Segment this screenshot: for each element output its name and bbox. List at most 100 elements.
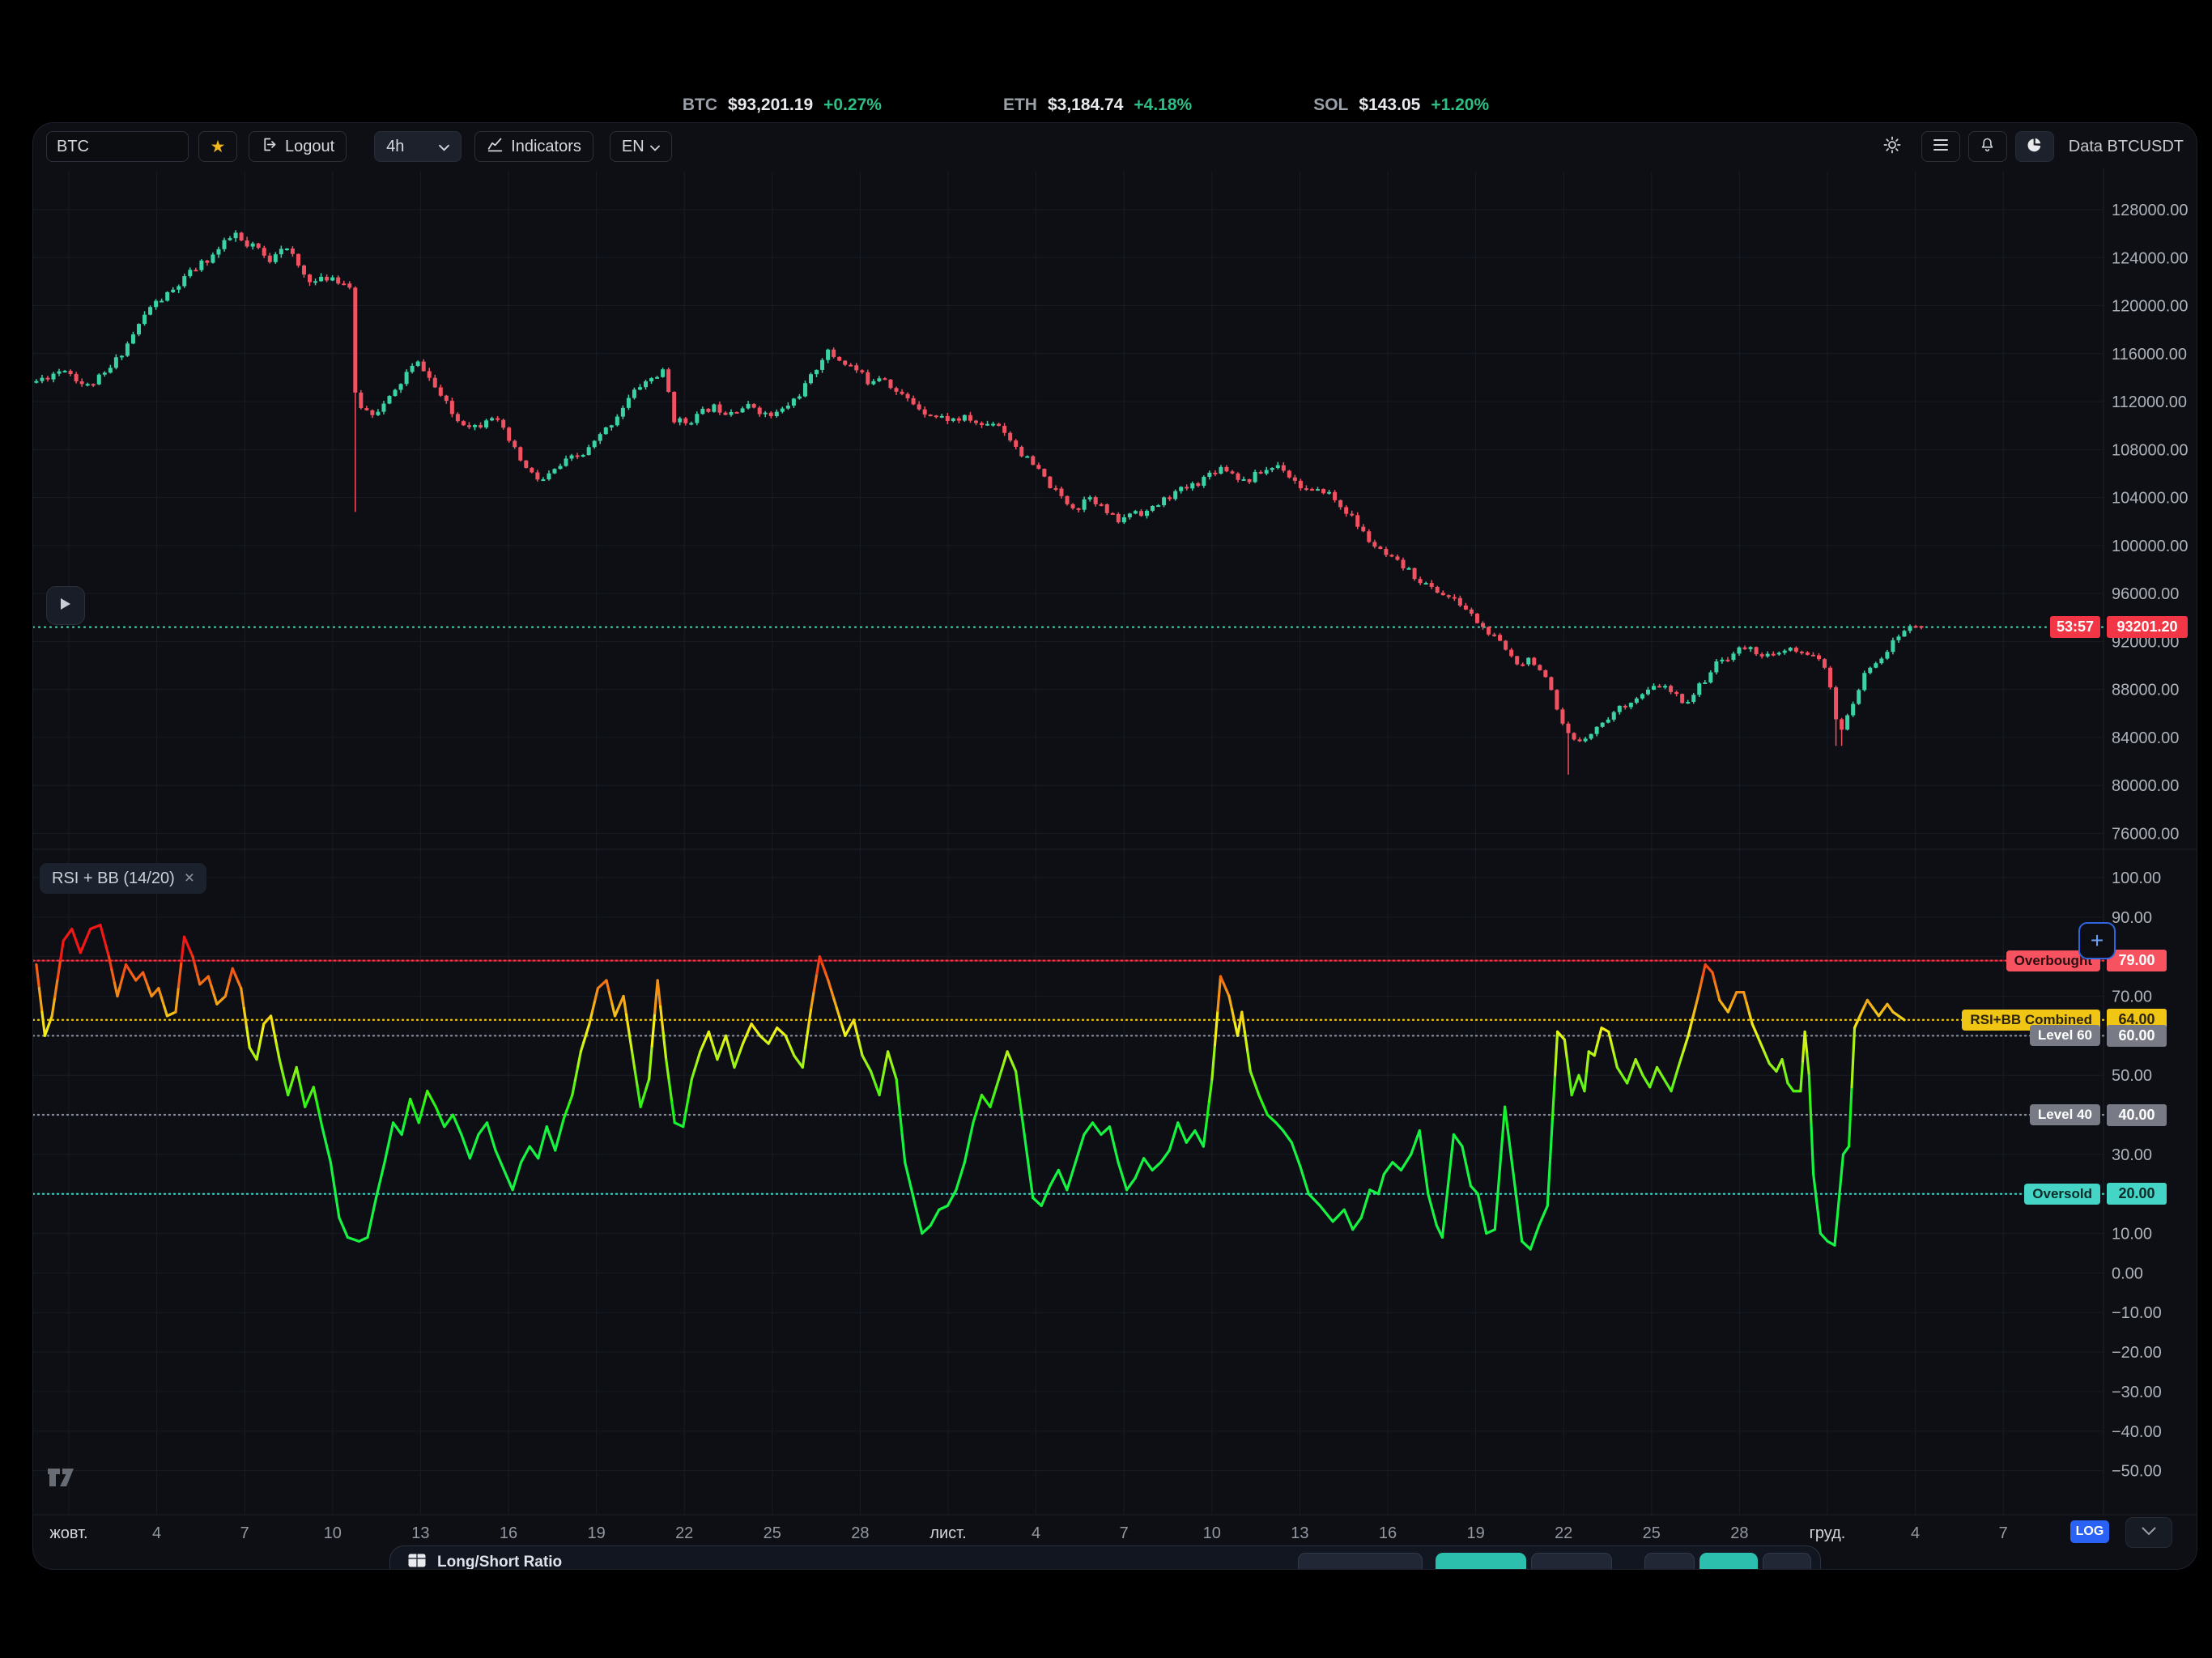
plus-icon: +: [2090, 928, 2104, 953]
time-axis-label: 4: [152, 1524, 161, 1542]
hamburger-menu-icon: [1933, 138, 1949, 156]
time-axis-label: 10: [1203, 1524, 1221, 1542]
price-axis-label: 112000.00: [2112, 393, 2187, 411]
candlestick-series: [34, 230, 1924, 775]
panel-button-3[interactable]: [1531, 1553, 1612, 1569]
panel-button-6[interactable]: [1763, 1553, 1811, 1569]
time-axis-label: 16: [1379, 1524, 1397, 1542]
ticker-price: $3,184.74: [1047, 96, 1124, 114]
rsi-axis-label: 70.00: [2112, 988, 2152, 1006]
rsi-indicator-pill[interactable]: RSI + BB (14/20) ×: [40, 863, 207, 894]
time-axis-label: 25: [1643, 1524, 1661, 1542]
ticker-price: $93,201.19: [728, 96, 814, 114]
chevron-down-icon: [2142, 1525, 2156, 1540]
time-axis-label: 28: [851, 1524, 869, 1542]
ticker-change: +4.18%: [1134, 96, 1193, 114]
time-axis-label: 7: [1999, 1524, 2008, 1542]
price-axis-label: 116000.00: [2112, 346, 2187, 363]
time-axis-label: 25: [764, 1524, 781, 1542]
price-axis-label: 128000.00: [2112, 202, 2189, 219]
chevron-down-icon: [439, 138, 450, 156]
bottom-panel: Long/Short Ratio: [389, 1545, 1821, 1570]
time-axis-label: лист.: [929, 1524, 966, 1542]
time-axis-label: 13: [411, 1524, 429, 1542]
panel-button-1[interactable]: [1298, 1553, 1423, 1569]
portfolio-button[interactable]: [2014, 131, 2054, 162]
pie-chart-icon: [2026, 136, 2043, 158]
axis-labels: 128000.00 124000.00 120000.00 116000.00 1120…: [49, 202, 2188, 1542]
rsi-axis-label: 90.00: [2112, 909, 2152, 927]
language-select[interactable]: EN: [609, 131, 672, 162]
ticker-symbol: ETH: [1002, 96, 1037, 114]
rsi-axis-label: −30.00: [2112, 1384, 2162, 1401]
rsi-axis-label: −50.00: [2112, 1463, 2162, 1481]
ticker-symbol: SOL: [1313, 96, 1349, 114]
rsi-axis-label: −10.00: [2112, 1304, 2162, 1322]
ticker-eth: ETH $3,184.74 +4.18%: [1003, 96, 1192, 115]
ticker-price: $143.05: [1359, 96, 1421, 114]
rsi-axis-label: 100.00: [2112, 869, 2161, 887]
grid: [33, 172, 2104, 1515]
time-axis-label: 4: [1032, 1524, 1040, 1542]
sun-icon: [1882, 135, 1902, 159]
time-axis-label: 7: [1120, 1524, 1129, 1542]
rsi-axis-label: −20.00: [2112, 1344, 2162, 1362]
rsi-level-lines: [33, 959, 2105, 1195]
log-scale-button[interactable]: LOG: [2070, 1520, 2109, 1543]
logout-icon: [261, 136, 278, 158]
ticker-change: +0.27%: [823, 96, 882, 114]
time-axis-label: 13: [1291, 1524, 1308, 1542]
bottom-panel-title: Long/Short Ratio: [437, 1554, 563, 1570]
price-axis-label: 92000.00: [2112, 633, 2179, 651]
rsi-axis-label: −40.00: [2112, 1423, 2162, 1441]
rsi-indicator-label: RSI + BB (14/20): [52, 869, 175, 887]
play-icon: [60, 597, 71, 614]
ticker-btc: BTC $93,201.19 +0.27%: [683, 96, 882, 115]
add-alert-plus-button[interactable]: +: [2078, 922, 2116, 959]
language-value: EN: [621, 137, 644, 155]
symbol-input-value: BTC: [57, 137, 89, 155]
logout-button[interactable]: Logout: [249, 131, 347, 162]
rsi-line-series: [35, 924, 1906, 1251]
rsi-axis-label: 0.00: [2112, 1265, 2143, 1282]
symbol-input[interactable]: BTC: [46, 131, 189, 162]
time-axis-label: 10: [324, 1524, 342, 1542]
bell-icon: [1979, 136, 1996, 158]
time-axis-label: 28: [1730, 1524, 1748, 1542]
price-axis-label: 100000.00: [2112, 538, 2189, 555]
close-icon[interactable]: ×: [184, 869, 195, 887]
panel-button-2[interactable]: [1436, 1553, 1526, 1569]
chevron-down-icon: [649, 138, 660, 156]
price-axis-label: 80000.00: [2112, 777, 2179, 795]
time-axis-label: 19: [1466, 1524, 1484, 1542]
toolbar: BTC ★ Logout 4h Indicators: [33, 123, 2197, 170]
menu-button[interactable]: [1921, 131, 1960, 162]
ticker-symbol: BTC: [682, 96, 718, 114]
star-icon: ★: [210, 137, 226, 156]
price-axis-label: 96000.00: [2112, 585, 2179, 603]
ticker-sol: SOL $143.05 +1.20%: [1313, 96, 1489, 115]
indicators-button[interactable]: Indicators: [474, 131, 593, 162]
theme-toggle-button[interactable]: [1876, 135, 1908, 159]
time-axis-label: 22: [1555, 1524, 1572, 1542]
panel-button-4[interactable]: [1644, 1553, 1695, 1569]
price-axis-label: 124000.00: [2112, 249, 2189, 267]
time-axis-label: 7: [240, 1524, 249, 1542]
notifications-button[interactable]: [1967, 131, 2007, 162]
time-axis-label: жовт.: [49, 1524, 87, 1542]
replay-play-button[interactable]: [46, 586, 85, 625]
time-axis-label: 22: [675, 1524, 693, 1542]
collapse-panel-button[interactable]: [2125, 1517, 2172, 1548]
favorite-button[interactable]: ★: [198, 131, 237, 162]
tradingview-logo[interactable]: [46, 1465, 77, 1494]
market-ticker-bar: BTC $93,201.19 +0.27% ETH $3,184.74 +4.1…: [0, 96, 2192, 115]
rsi-axis-label: 30.00: [2112, 1146, 2152, 1164]
price-rsi-chart-svg[interactable]: 128000.00 124000.00 120000.00 116000.00 1120…: [33, 123, 2197, 1569]
rsi-axis-label: 50.00: [2112, 1067, 2152, 1085]
chart-line-icon: [487, 136, 504, 158]
chart-window: 128000.00 124000.00 120000.00 116000.00 1120…: [32, 122, 2197, 1570]
panel-button-5[interactable]: [1699, 1553, 1758, 1569]
price-axis-label: 76000.00: [2112, 825, 2179, 843]
ticker-change: +1.20%: [1431, 96, 1490, 114]
timeframe-select[interactable]: 4h: [374, 131, 462, 162]
